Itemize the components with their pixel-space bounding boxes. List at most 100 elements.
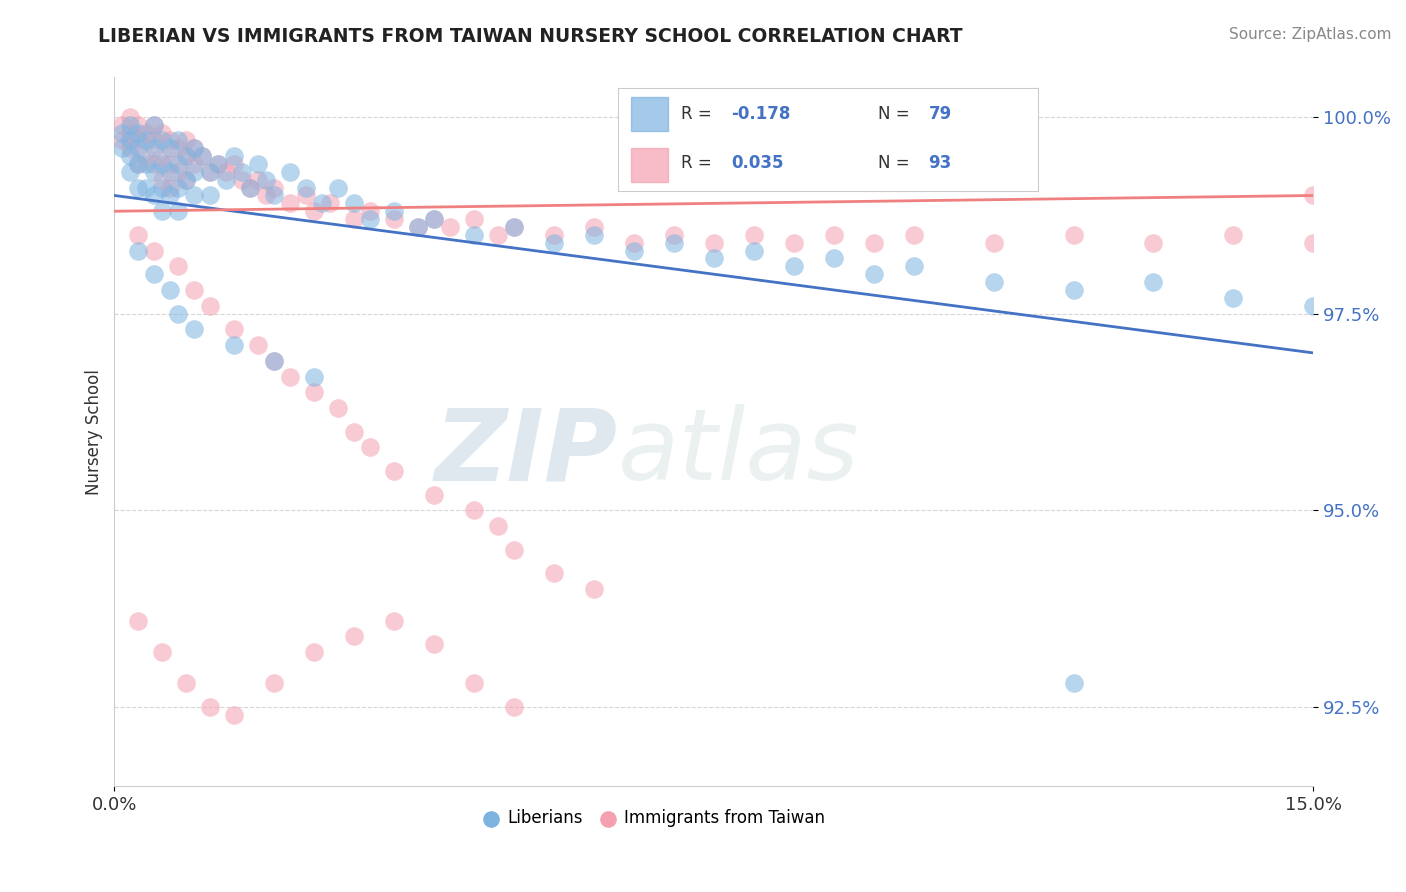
Point	[167, 141, 190, 155]
Point	[903, 227, 925, 242]
Text: Source: ZipAtlas.com: Source: ZipAtlas.com	[1229, 27, 1392, 42]
Text: atlas: atlas	[617, 404, 859, 501]
Point	[191, 149, 214, 163]
Point	[111, 126, 134, 140]
Point	[176, 173, 198, 187]
Point	[143, 141, 166, 155]
Point	[343, 196, 366, 211]
Point	[167, 180, 190, 194]
Point	[1063, 227, 1085, 242]
Point	[254, 173, 277, 187]
Point	[328, 401, 350, 415]
Point	[127, 133, 149, 147]
Point	[200, 299, 222, 313]
Text: ZIP: ZIP	[434, 404, 617, 501]
Point	[239, 180, 262, 194]
Point	[582, 219, 605, 234]
Point	[127, 614, 149, 628]
Point	[167, 157, 190, 171]
Point	[503, 700, 526, 714]
Point	[1142, 235, 1164, 250]
Point	[263, 676, 285, 690]
Point	[463, 227, 485, 242]
Point	[1302, 299, 1324, 313]
Point	[120, 110, 142, 124]
Point	[406, 219, 429, 234]
Point	[343, 629, 366, 643]
Point	[231, 165, 253, 179]
Point	[382, 614, 405, 628]
Point	[111, 118, 134, 132]
Point	[1063, 283, 1085, 297]
Point	[143, 133, 166, 147]
Point	[167, 165, 190, 179]
Point	[183, 322, 205, 336]
Point	[328, 180, 350, 194]
Point	[143, 267, 166, 281]
Point	[120, 118, 142, 132]
Point	[463, 212, 485, 227]
Point	[382, 464, 405, 478]
Point	[582, 227, 605, 242]
Legend: Liberians, Immigrants from Taiwan: Liberians, Immigrants from Taiwan	[475, 803, 832, 834]
Point	[135, 157, 157, 171]
Point	[503, 219, 526, 234]
Point	[1302, 188, 1324, 202]
Point	[135, 133, 157, 147]
Point	[503, 542, 526, 557]
Point	[159, 141, 181, 155]
Point	[439, 219, 461, 234]
Point	[231, 173, 253, 187]
Point	[783, 235, 806, 250]
Point	[150, 645, 173, 659]
Point	[159, 283, 181, 297]
Point	[543, 227, 565, 242]
Point	[278, 165, 301, 179]
Point	[543, 235, 565, 250]
Point	[200, 165, 222, 179]
Point	[239, 180, 262, 194]
Point	[302, 645, 325, 659]
Point	[1142, 275, 1164, 289]
Point	[278, 369, 301, 384]
Point	[127, 157, 149, 171]
Point	[302, 369, 325, 384]
Point	[302, 204, 325, 219]
Point	[150, 173, 173, 187]
Point	[486, 519, 509, 533]
Point	[742, 244, 765, 258]
Point	[423, 212, 446, 227]
Point	[111, 141, 134, 155]
Point	[200, 188, 222, 202]
Point	[463, 503, 485, 517]
Point	[207, 157, 229, 171]
Point	[254, 188, 277, 202]
Point	[703, 252, 725, 266]
Point	[503, 219, 526, 234]
Point	[247, 157, 270, 171]
Point	[215, 165, 238, 179]
Point	[382, 212, 405, 227]
Point	[183, 188, 205, 202]
Point	[406, 219, 429, 234]
Point	[200, 165, 222, 179]
Point	[167, 133, 190, 147]
Point	[135, 149, 157, 163]
Point	[343, 425, 366, 439]
Point	[662, 227, 685, 242]
Point	[120, 133, 142, 147]
Point	[183, 165, 205, 179]
Point	[176, 149, 198, 163]
Point	[224, 708, 246, 723]
Point	[247, 173, 270, 187]
Point	[150, 133, 173, 147]
Point	[463, 676, 485, 690]
Point	[143, 165, 166, 179]
Point	[127, 227, 149, 242]
Point	[263, 353, 285, 368]
Point	[135, 126, 157, 140]
Point	[983, 275, 1005, 289]
Point	[167, 307, 190, 321]
Point	[903, 260, 925, 274]
Point	[167, 260, 190, 274]
